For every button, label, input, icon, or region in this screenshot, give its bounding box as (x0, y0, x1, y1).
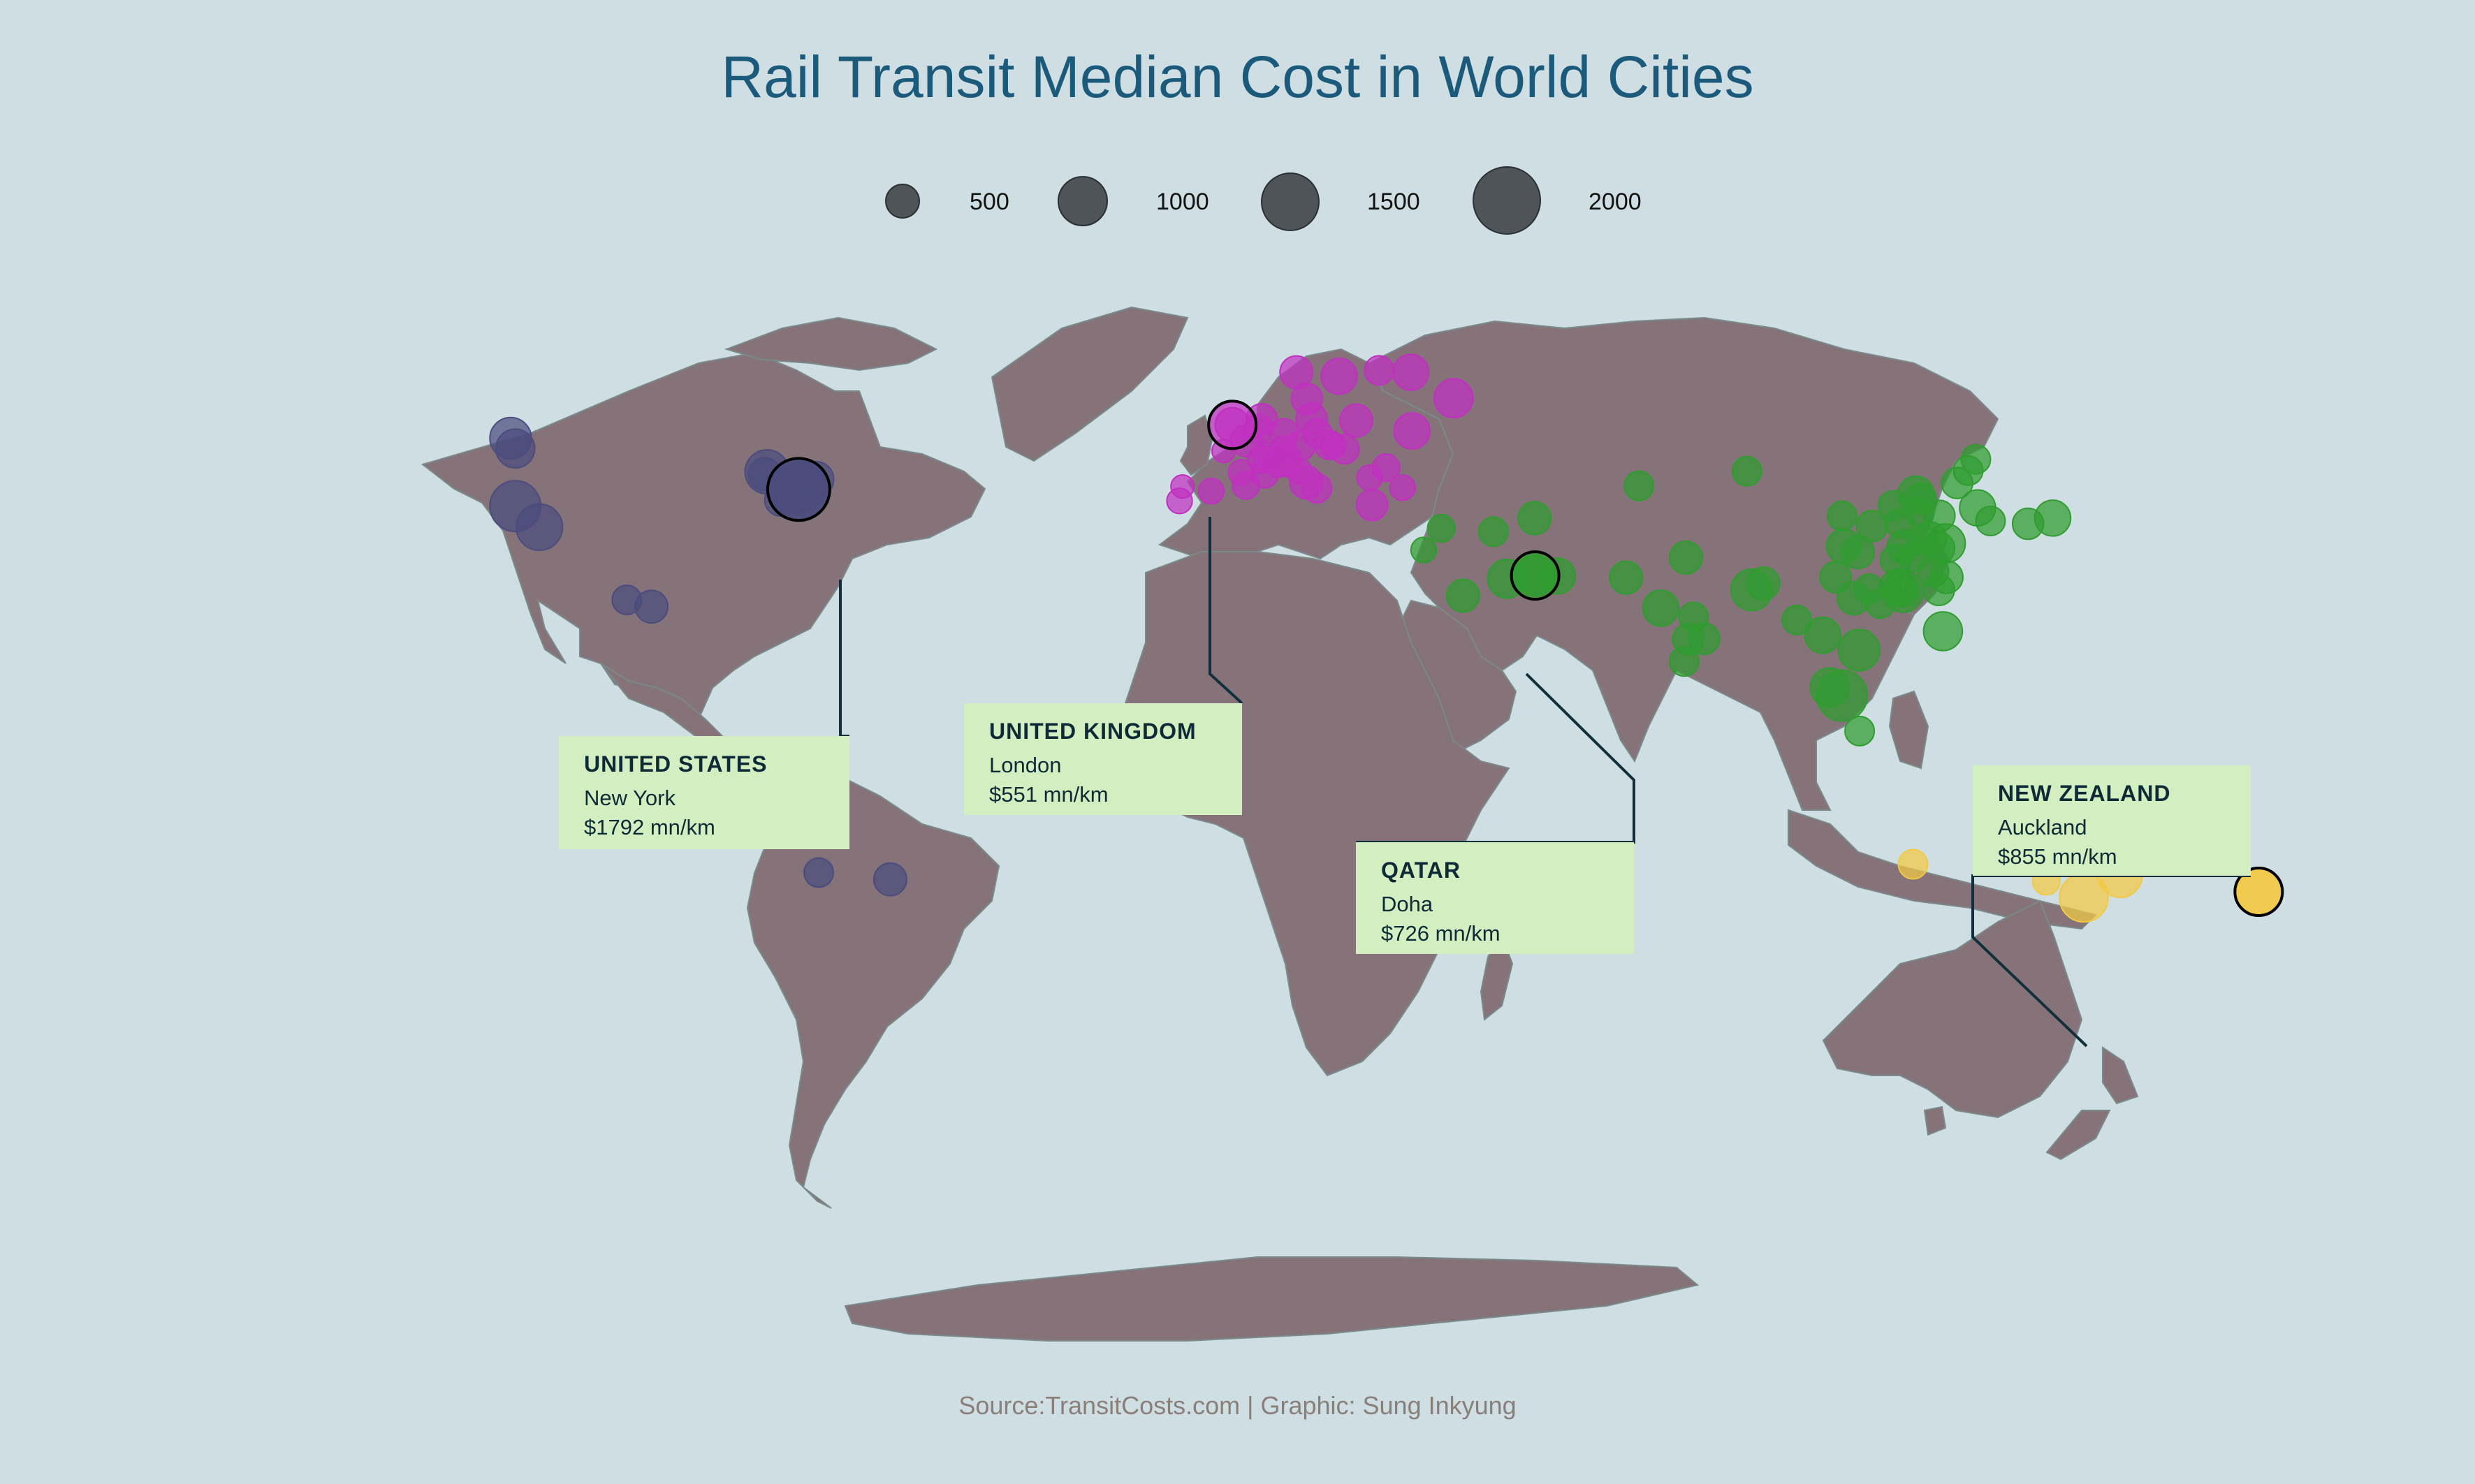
callout-city: New York (584, 786, 676, 810)
europe-city-bubble (1356, 464, 1383, 492)
americas-city-bubble (515, 503, 564, 552)
legend-label-2000: 2000 (1589, 189, 1642, 215)
asia-city-bubble (1609, 560, 1644, 595)
highlight-marker-auckland (2233, 867, 2284, 918)
europe-city-bubble (1320, 357, 1358, 395)
europe-city-bubble (1389, 474, 1416, 501)
landmass-new-zealand (2045, 1046, 2139, 1161)
asia-city-bubble (1837, 629, 1881, 672)
legend-bubble-500 (885, 184, 920, 219)
asia-city-bubble (1477, 516, 1509, 548)
legend-bubble-1500 (1261, 172, 1320, 231)
asia-city-bubble (1517, 501, 1552, 536)
europe-city-bubble (1290, 382, 1324, 416)
callout-city: Auckland (1998, 815, 2087, 839)
europe-city-bubble (1301, 473, 1333, 504)
asia-city-bubble (1809, 667, 1850, 708)
asia-city-bubble (1878, 490, 1908, 521)
callout-cost: $726 mn/km (1381, 921, 1501, 946)
oceania-city-bubble (2059, 872, 2109, 923)
asia-city-bubble (1410, 536, 1438, 564)
asia-city-bubble (1841, 535, 1876, 570)
europe-city-bubble (1320, 432, 1347, 460)
callout-country: NEW ZEALAND (1998, 781, 2171, 806)
callout-country: UNITED STATES (584, 751, 768, 777)
europe-city-bubble (1392, 353, 1430, 391)
asia-city-bubble (1642, 589, 1680, 627)
callout-cost: $551 mn/km (989, 782, 1109, 807)
legend-label-1000: 1000 (1156, 189, 1209, 215)
americas-city-bubble (611, 584, 643, 615)
asia-city-bubble (1426, 513, 1456, 543)
callout-united-states: UNITED STATES New York $1792 mn/km (559, 736, 849, 849)
leader-line-auckland (1971, 874, 2251, 1048)
asia-city-bubble (1975, 505, 2006, 536)
callout-country: QATAR (1381, 858, 1461, 883)
asia-city-bubble (1922, 611, 1964, 652)
landmass-tasmania (1923, 1105, 1947, 1136)
oceania-city-bubble (1897, 848, 1929, 880)
asia-city-bubble (1781, 604, 1813, 636)
callout-country: UNITED KINGDOM (989, 719, 1197, 744)
europe-city-bubble (1285, 457, 1313, 485)
highlight-marker-london (1207, 399, 1258, 450)
asia-city-bubble (2011, 507, 2045, 541)
source-caption: Source:TransitCosts.com | Graphic: Sung … (958, 1391, 1517, 1420)
europe-city-bubble (1364, 355, 1395, 386)
callout-new-zealand: NEW ZEALAND Auckland $855 mn/km (1973, 765, 2251, 876)
asia-city-bubble (1897, 541, 1929, 573)
callout-city: London (989, 753, 1062, 777)
chart-title: Rail Transit Median Cost in World Cities (721, 44, 1754, 110)
europe-city-bubble (1338, 403, 1373, 438)
leader-line-new-york (839, 580, 849, 737)
landmass-north-america (421, 351, 986, 721)
asia-city-bubble (1819, 561, 1852, 594)
asia-city-bubble (1669, 541, 1703, 575)
landmass-great-britain (1179, 414, 1213, 476)
asia-city-bubble (1826, 500, 1857, 531)
callout-cost: $1792 mn/km (584, 815, 715, 839)
callout-city: Doha (1381, 892, 1433, 916)
callout-qatar: QATAR Doha $726 mn/km (1356, 842, 1634, 954)
asia-city-bubble (1445, 578, 1480, 613)
highlight-marker-doha (1510, 550, 1561, 601)
landmass-antarctica (844, 1256, 1700, 1342)
legend-bubble-1000 (1058, 176, 1108, 226)
callout-cost: $855 mn/km (1998, 844, 2117, 869)
callout-united-kingdom: UNITED KINGDOM London $551 mn/km (964, 703, 1242, 815)
leader-line-london (1209, 517, 1243, 705)
europe-city-bubble (1197, 478, 1225, 505)
landmass-canadian-arctic (724, 316, 938, 372)
americas-city-bubble (873, 862, 907, 897)
asia-city-bubble (1623, 470, 1655, 501)
asia-city-bubble (1731, 455, 1762, 487)
legend-label-500: 500 (970, 189, 1009, 215)
europe-city-bubble (1227, 459, 1255, 486)
asia-city-bubble (1952, 455, 1984, 486)
europe-city-bubble (1433, 378, 1474, 418)
asia-city-bubble (1922, 573, 1955, 606)
europe-city-bubble (1170, 474, 1195, 499)
highlight-marker-new-york (766, 457, 831, 522)
asia-city-bubble (1844, 715, 1876, 747)
landmass-greenland (991, 306, 1189, 462)
legend-label-1500: 1500 (1367, 189, 1420, 215)
asia-city-bubble (1804, 616, 1841, 654)
americas-city-bubble (803, 857, 834, 888)
asia-city-bubble (1923, 499, 1956, 532)
asia-city-bubble (1746, 566, 1781, 601)
asia-city-bubble (1864, 588, 1896, 619)
europe-city-bubble (1393, 412, 1431, 450)
landmass-australia (1822, 899, 2083, 1119)
asia-city-bubble (1678, 601, 1709, 633)
highlight-markers (766, 399, 2284, 918)
legend-bubble-2000 (1473, 166, 1541, 235)
asia-city-bubble (1668, 646, 1700, 677)
landmass-philippines (1888, 690, 1929, 770)
europe-city-bubble (1355, 488, 1389, 522)
americas-city-bubble (489, 416, 532, 460)
